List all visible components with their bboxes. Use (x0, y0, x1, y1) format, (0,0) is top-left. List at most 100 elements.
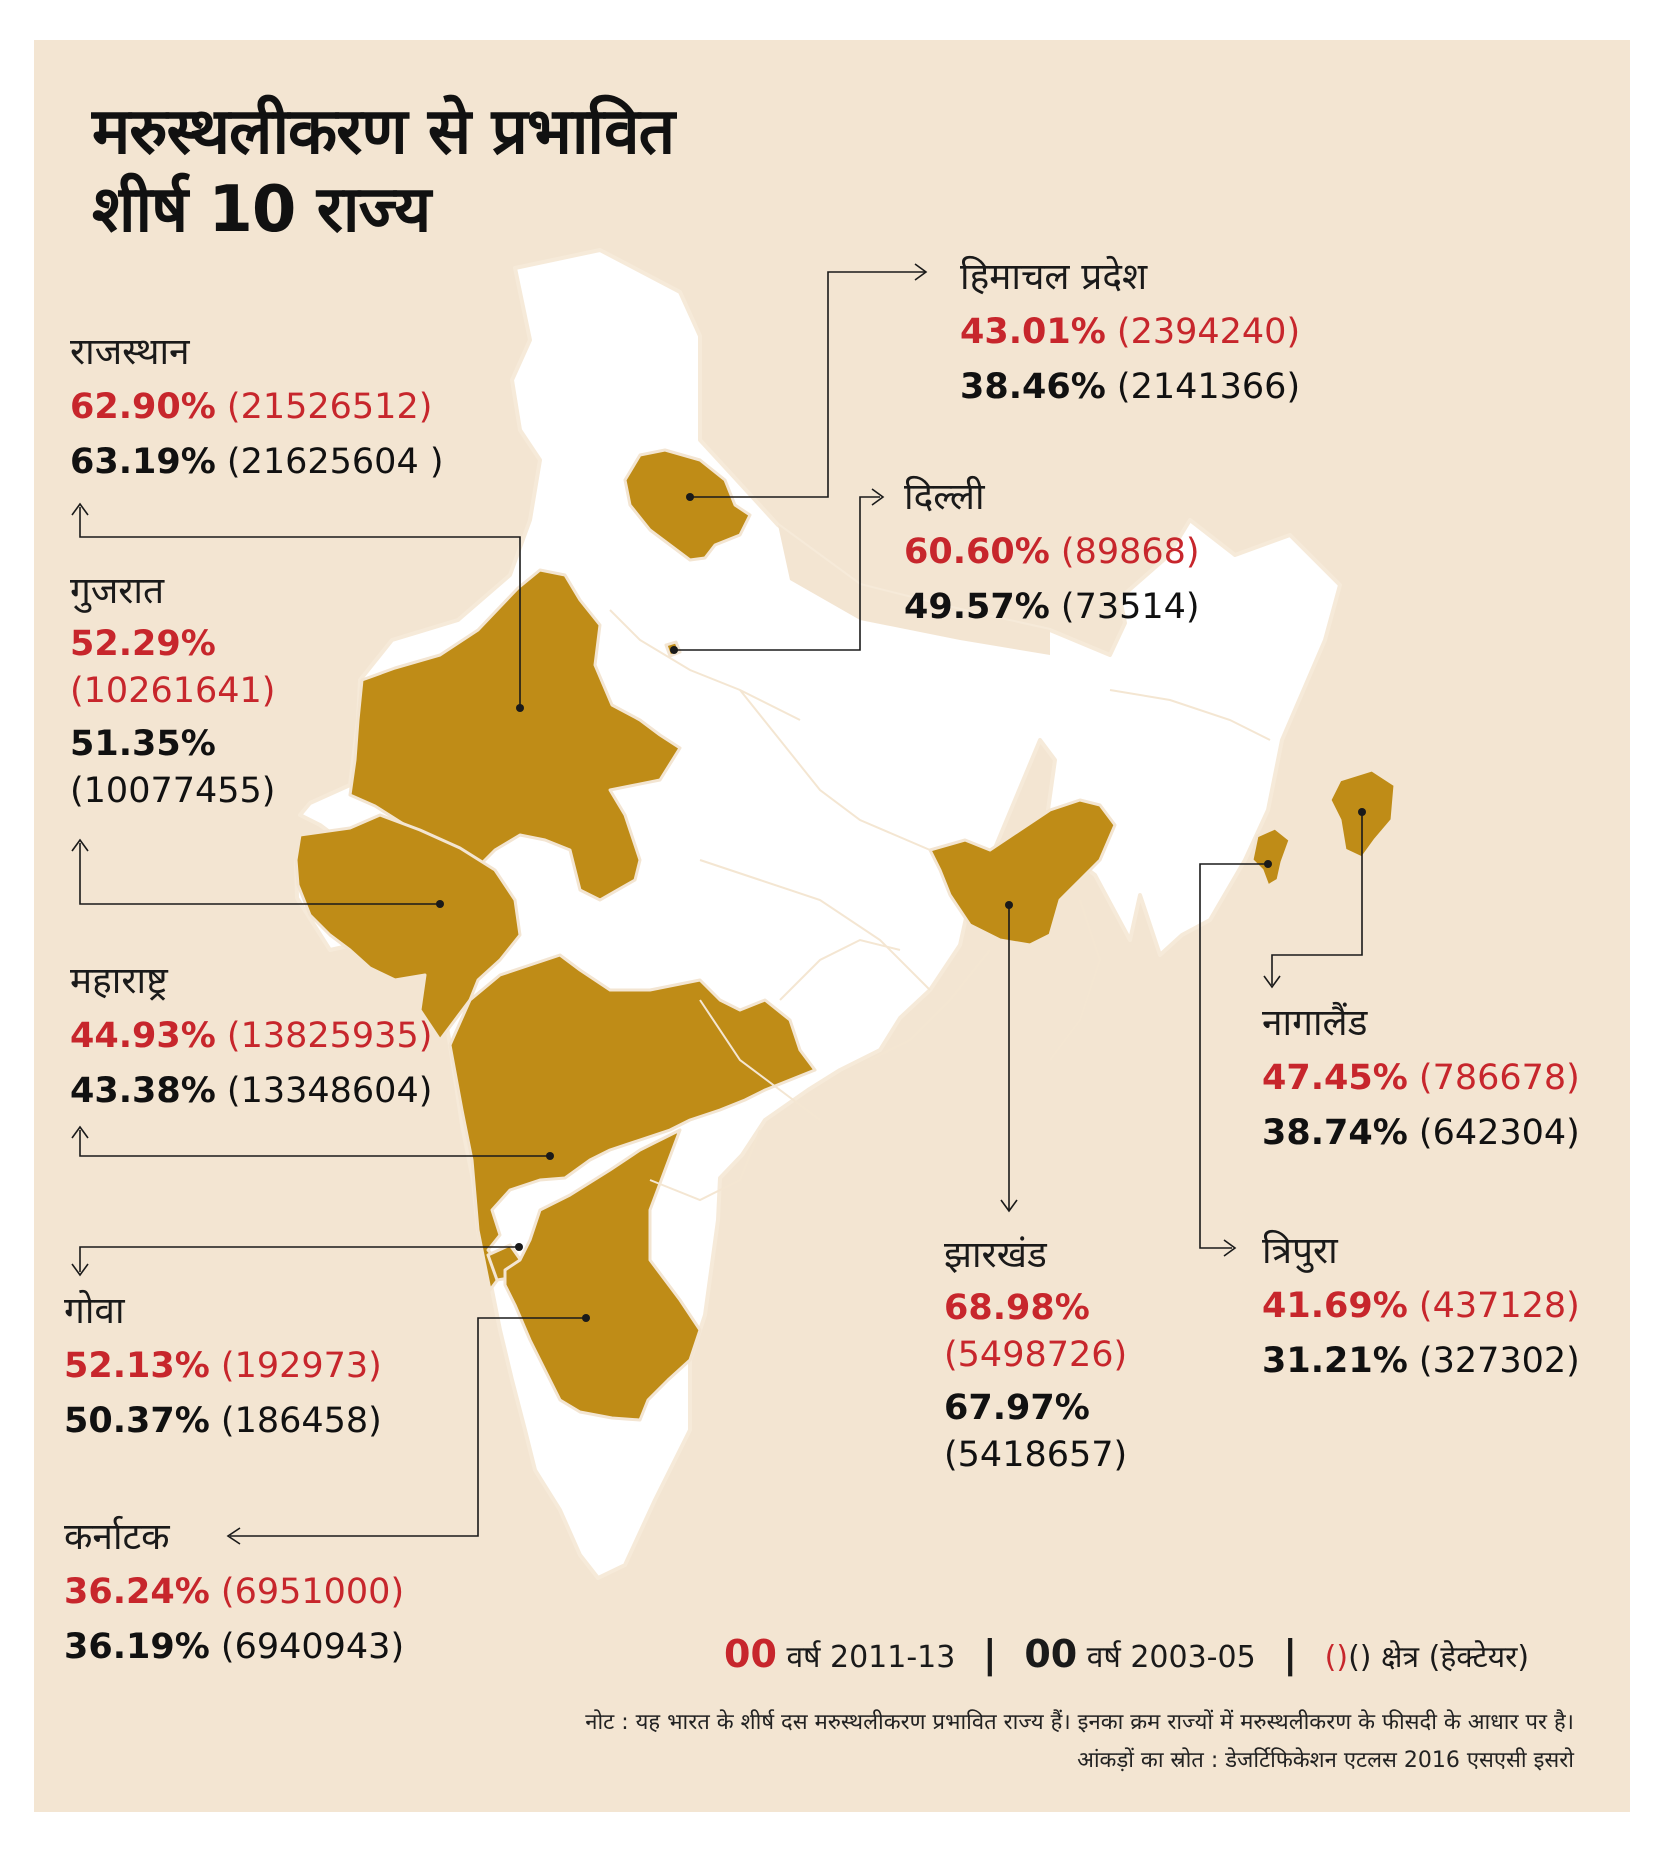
area-2011-13: (10261641) (70, 671, 276, 711)
leader-rajasthan (79, 507, 521, 708)
himachal-shape (623, 448, 752, 562)
gujarat-shape (294, 813, 522, 1042)
value-2003-05: 63.19% (21625604 ) (70, 442, 444, 482)
legend: 00 वर्ष 2011-13 | 00 वर्ष 2003-05 | ()()… (724, 1635, 1529, 1673)
value-2003-05: 31.21% (327302) (1262, 1341, 1580, 1381)
state-name: कर्नाटक (64, 1515, 170, 1558)
state-name: हिमाचल प्रदेश (960, 255, 1148, 298)
pct-2003-05: 67.97% (944, 1388, 1090, 1428)
state-marker (515, 1243, 523, 1251)
state-boundary (699, 999, 821, 1121)
legend-label-area: क्षेत्र (हेक्टेयर) (1381, 1640, 1530, 1675)
state-marker (1264, 860, 1272, 868)
label-himachal: हिमाचल प्रदेश 43.01% (2394240) 38.46% (2… (960, 258, 1300, 405)
state-name: गुजरात (70, 569, 165, 612)
state-boundary (1109, 689, 1271, 741)
value-2003-05: 36.19% (6940943) (64, 1627, 405, 1667)
state-name: दिल्ली (904, 475, 985, 518)
arrowhead (914, 263, 928, 281)
area-2003-05: (5418657) (944, 1435, 1128, 1475)
value-2011-13: 62.90% (21526512) (70, 387, 433, 427)
value-2003-05: 49.57% (73514) (904, 587, 1200, 627)
pct-2011-13: 68.98% (944, 1288, 1090, 1328)
state-marker (582, 1314, 590, 1322)
state-name: राजस्थान (70, 330, 190, 373)
label-rajasthan: राजस्थान 62.90% (21526512) 63.19% (21625… (70, 333, 444, 480)
state-marker (686, 493, 694, 501)
leader-goa (79, 1246, 519, 1272)
state-boundary (739, 689, 931, 851)
leader-maharashtra (79, 1130, 550, 1157)
pct-2011-13: 52.29% (70, 624, 216, 664)
legend-sample-area-black: () (1348, 1640, 1372, 1675)
leader-delhi (674, 496, 880, 651)
value-2011-13: 52.13% (192973) (64, 1346, 382, 1386)
legend-separator: | (982, 1632, 997, 1676)
legend-label-2003: वर्ष 2003-05 (1086, 1640, 1256, 1675)
footnote: नोट : यह भारत के शीर्ष दस मरुस्थलीकरण प्… (585, 1710, 1574, 1735)
state-name: त्रिपुरा (1262, 1229, 1338, 1272)
arrowhead (71, 1125, 89, 1139)
value-2003-05: 43.38% (13348604) (70, 1071, 433, 1111)
area-2011-13: (5498726) (944, 1335, 1128, 1375)
arrowhead (71, 1263, 89, 1277)
label-tripura: त्रिपुरा 41.69% (437128) 31.21% (327302) (1262, 1232, 1580, 1379)
state-boundary (869, 949, 991, 1061)
legend-sample-2011: 00 (724, 1632, 777, 1676)
label-karnataka: कर्नाटक 36.24% (6951000) 36.19% (6940943… (64, 1518, 404, 1665)
nepal-gap (778, 525, 1050, 655)
state-boundary (1049, 899, 1102, 1061)
legend-label-2011: वर्ष 2011-13 (786, 1640, 956, 1675)
title-line-1: मरुस्थलीकरण से प्रभावित (92, 95, 675, 169)
state-marker (670, 646, 678, 654)
state-marker (546, 1152, 554, 1160)
state-name: नागालैंड (1262, 1001, 1368, 1044)
legend-separator: | (1283, 1632, 1298, 1676)
arrowhead (871, 488, 885, 506)
leader-gujarat (79, 843, 440, 905)
tripura-shape (1250, 826, 1292, 888)
label-delhi: दिल्ली 60.60% (89868) 49.57% (73514) (904, 478, 1200, 625)
leader-karnataka (230, 1317, 586, 1537)
title-line-2: शीर्ष 10 राज्य (92, 173, 431, 247)
arrowhead (226, 1527, 241, 1545)
state-marker (1005, 901, 1013, 909)
value-2003-05: 38.46% (2141366) (960, 367, 1301, 407)
source-credit: आंकड़ों का स्रोत : डेजर्टिफिकेशन एटलस 20… (1077, 1748, 1574, 1773)
value-2011-13: 44.93% (13825935) (70, 1016, 433, 1056)
state-boundary (649, 1129, 761, 1202)
state-marker (1358, 808, 1366, 816)
arrowhead (1263, 975, 1281, 989)
state-boundary (609, 609, 801, 721)
state-boundary (699, 859, 931, 991)
state-boundary (779, 938, 901, 1001)
arrowhead (71, 838, 89, 852)
label-gujarat: गुजरात 52.29% (10261641) 51.35% (1007745… (70, 572, 275, 809)
label-nagaland: नागालैंड 47.45% (786678) 38.74% (642304) (1262, 1004, 1580, 1151)
arrowhead (1223, 1239, 1237, 1257)
state-marker (436, 900, 444, 908)
value-2003-05: 50.37% (186458) (64, 1401, 382, 1441)
legend-sample-area-red: () (1324, 1640, 1349, 1675)
state-name: गोवा (64, 1289, 125, 1332)
value-2011-13: 60.60% (89868) (904, 532, 1200, 572)
leader-tripura (1199, 863, 1268, 1249)
label-jharkhand: झारखंड 68.98% (5498726) 67.97% (5418657) (944, 1236, 1127, 1473)
label-goa: गोवा 52.13% (192973) 50.37% (186458) (64, 1292, 382, 1439)
jharkhand-shape (928, 798, 1117, 947)
state-name: झारखंड (944, 1233, 1047, 1276)
value-2011-13: 36.24% (6951000) (64, 1572, 405, 1612)
label-maharashtra: महाराष्ट्र 44.93% (13825935) 43.38% (133… (70, 962, 432, 1109)
state-name: महाराष्ट्र (70, 959, 168, 1002)
value-2011-13: 47.45% (786678) (1262, 1058, 1580, 1098)
area-2003-05: (10077455) (70, 771, 276, 811)
pct-2003-05: 51.35% (70, 724, 216, 764)
arrowhead (1000, 1199, 1018, 1213)
legend-sample-2003: 00 (1024, 1632, 1078, 1676)
value-2011-13: 43.01% (2394240) (960, 312, 1301, 352)
value-2003-05: 38.74% (642304) (1262, 1113, 1580, 1153)
leader-nagaland (1271, 812, 1363, 985)
leader-himachal (690, 271, 925, 498)
value-2011-13: 41.69% (437128) (1262, 1286, 1580, 1326)
